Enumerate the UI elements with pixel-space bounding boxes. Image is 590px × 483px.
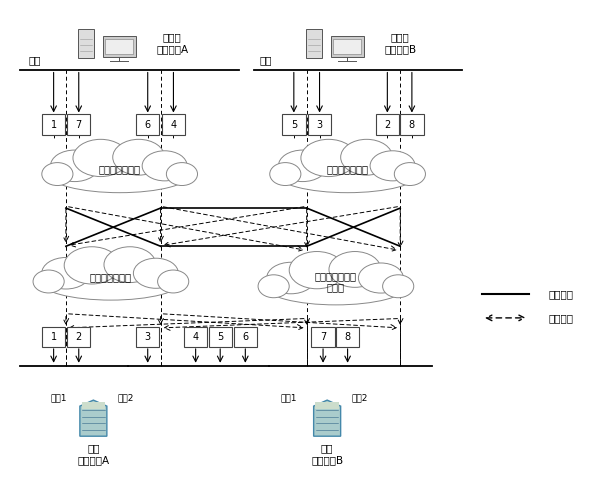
Ellipse shape (158, 270, 189, 293)
FancyBboxPatch shape (400, 114, 424, 135)
Text: 厂站
通信网关A: 厂站 通信网关A (77, 443, 109, 465)
Text: 网卡2: 网卡2 (351, 394, 368, 403)
Polygon shape (314, 400, 340, 436)
Text: 网卡1: 网卡1 (50, 394, 67, 403)
Ellipse shape (383, 275, 414, 298)
Text: 本级调度接入网: 本级调度接入网 (90, 272, 132, 282)
Text: 厂站
通信网关B: 厂站 通信网关B (311, 443, 343, 465)
Ellipse shape (42, 257, 90, 289)
Ellipse shape (267, 262, 315, 294)
Text: 8: 8 (345, 332, 350, 342)
Ellipse shape (394, 163, 425, 185)
Text: 3: 3 (316, 119, 323, 129)
Ellipse shape (166, 163, 198, 185)
Ellipse shape (142, 151, 187, 181)
Ellipse shape (265, 268, 407, 305)
Text: 6: 6 (242, 332, 248, 342)
Text: 骨干网第二平面: 骨干网第二平面 (327, 164, 369, 174)
Text: 调度端
通信网关A: 调度端 通信网关A (156, 32, 188, 54)
Text: 2: 2 (76, 332, 82, 342)
Text: 5: 5 (217, 332, 224, 342)
Text: 6: 6 (145, 119, 151, 129)
FancyBboxPatch shape (162, 114, 185, 135)
Bar (306, 29, 322, 58)
Text: 调度端
通信网关B: 调度端 通信网关B (384, 32, 417, 54)
Text: 骨干网第一平面: 骨干网第一平面 (99, 164, 140, 174)
Bar (333, 39, 361, 54)
Text: 7: 7 (320, 332, 326, 342)
Text: 网卡1: 网卡1 (281, 394, 297, 403)
Ellipse shape (40, 263, 182, 300)
Ellipse shape (329, 252, 381, 287)
FancyBboxPatch shape (184, 327, 207, 347)
Ellipse shape (33, 270, 64, 293)
FancyBboxPatch shape (336, 327, 359, 347)
FancyBboxPatch shape (136, 114, 159, 135)
Text: 8: 8 (409, 119, 415, 129)
Bar (81, 402, 105, 409)
Text: 4: 4 (192, 332, 199, 342)
Bar (106, 39, 133, 54)
Ellipse shape (51, 150, 99, 182)
Text: 4: 4 (171, 119, 176, 129)
Ellipse shape (340, 139, 392, 175)
Text: 2: 2 (384, 119, 391, 129)
Ellipse shape (301, 139, 356, 177)
Ellipse shape (113, 139, 165, 175)
FancyBboxPatch shape (308, 114, 331, 135)
Ellipse shape (358, 263, 404, 293)
FancyBboxPatch shape (67, 327, 90, 347)
FancyBboxPatch shape (67, 114, 90, 135)
Ellipse shape (133, 258, 178, 288)
Ellipse shape (270, 163, 301, 185)
Text: 1: 1 (51, 119, 57, 129)
FancyBboxPatch shape (42, 114, 65, 135)
Ellipse shape (42, 163, 73, 185)
FancyBboxPatch shape (312, 327, 335, 347)
Text: 5: 5 (291, 119, 297, 129)
Text: 网络链路: 网络链路 (549, 313, 573, 323)
Text: 网卡: 网卡 (260, 55, 272, 65)
Ellipse shape (73, 139, 128, 177)
FancyBboxPatch shape (42, 327, 65, 347)
Bar (103, 36, 136, 57)
Bar (316, 402, 339, 409)
Ellipse shape (277, 156, 418, 193)
Text: 3: 3 (145, 332, 151, 342)
Ellipse shape (64, 247, 120, 284)
FancyBboxPatch shape (136, 327, 159, 347)
Text: 网卡: 网卡 (29, 55, 41, 65)
FancyBboxPatch shape (234, 327, 257, 347)
Ellipse shape (49, 156, 191, 193)
Ellipse shape (104, 247, 156, 283)
Ellipse shape (278, 150, 327, 182)
Ellipse shape (258, 275, 289, 298)
FancyBboxPatch shape (376, 114, 399, 135)
Ellipse shape (289, 252, 345, 289)
Text: 网卡2: 网卡2 (117, 394, 134, 403)
Text: 7: 7 (76, 119, 82, 129)
Polygon shape (80, 400, 107, 436)
Bar (78, 29, 94, 58)
Text: 上级或下级调度
接入网: 上级或下级调度 接入网 (315, 271, 357, 292)
FancyBboxPatch shape (208, 327, 232, 347)
Ellipse shape (370, 151, 415, 181)
FancyBboxPatch shape (282, 114, 306, 135)
Bar (330, 36, 364, 57)
Text: 物理连接: 物理连接 (549, 289, 573, 299)
Text: 1: 1 (51, 332, 57, 342)
